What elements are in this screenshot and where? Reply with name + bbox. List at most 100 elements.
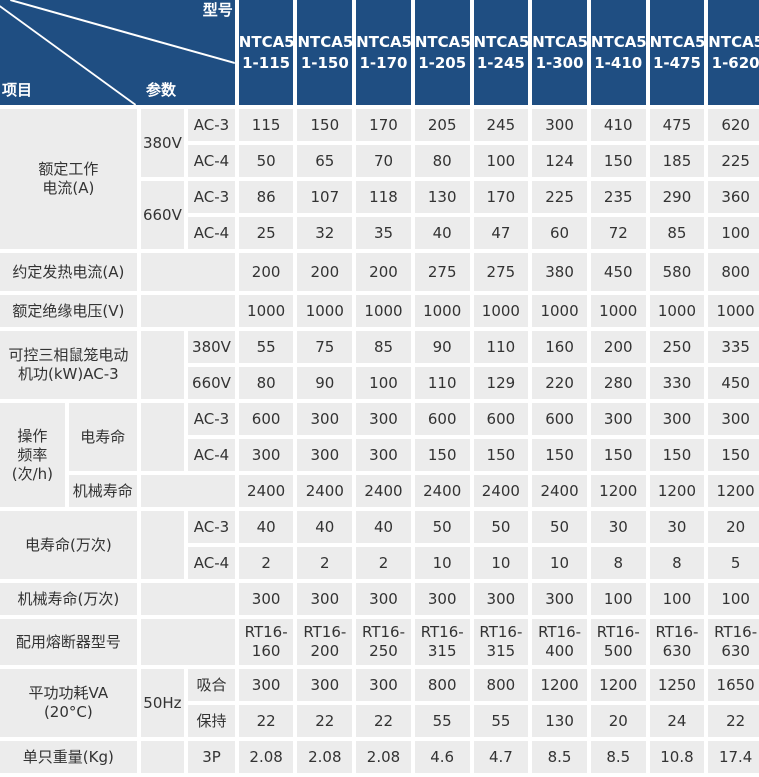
value-cell: 110 — [473, 331, 529, 363]
value-cell: 2.08 — [356, 741, 411, 773]
value-cell: 100 — [649, 583, 705, 615]
empty-cell — [140, 741, 185, 773]
value-cell: 150 — [708, 439, 759, 471]
value-cell: 130 — [414, 181, 470, 213]
value-cell: 300 — [238, 439, 294, 471]
value-cell: 1650 — [708, 669, 759, 701]
value-cell: 150 — [590, 145, 646, 177]
category-label: AC-3 — [188, 109, 235, 141]
empty-cell — [140, 295, 235, 327]
value-cell: 124 — [532, 145, 587, 177]
table-row: 额定工作 电流(A) 380V AC-3 115 150 170 205 245 300 410 4… — [0, 109, 759, 249]
value-cell: 55 — [414, 705, 470, 737]
value-cell: 1000 — [414, 295, 470, 327]
value-cell: 1000 — [473, 295, 529, 327]
empty-cell — [140, 331, 185, 399]
value-cell: 72 — [590, 217, 646, 249]
category-label: AC-3 — [188, 403, 235, 435]
category-label: 吸合 — [188, 669, 235, 701]
value-cell: 150 — [649, 439, 705, 471]
value-cell: 2400 — [473, 475, 529, 507]
table-row: 机械寿命(万次) 300 300 300 300 300 300 100 100 100 — [0, 583, 759, 615]
table-row: 配用熔断器型号 RT16-160 RT16-200 RT16-250 RT16-315 R… — [0, 619, 759, 665]
value-cell: 150 — [532, 439, 587, 471]
value-cell: 300 — [414, 583, 470, 615]
empty-cell — [140, 511, 185, 579]
value-cell: 55 — [238, 331, 294, 363]
table-row: AC-4 2 2 2 10 10 10 8 8 5 — [0, 547, 759, 579]
value-cell: 100 — [708, 217, 759, 249]
diagonal-lines — [0, 0, 235, 105]
value-cell: 300 — [356, 439, 411, 471]
value-cell: 200 — [238, 253, 294, 291]
value-cell: 170 — [356, 109, 411, 141]
value-cell: 220 — [532, 367, 587, 399]
value-cell: 2400 — [532, 475, 587, 507]
category-label: AC-4 — [188, 217, 235, 249]
value-cell: 300 — [238, 669, 294, 701]
category-label: AC-4 — [188, 547, 235, 579]
value-cell: 275 — [473, 253, 529, 291]
value-cell: 10.8 — [649, 741, 705, 773]
value-cell: 20 — [708, 511, 759, 543]
model-column-header: NTCA5 1-170 — [356, 0, 412, 105]
value-cell: 85 — [649, 217, 705, 249]
value-cell: 75 — [297, 331, 353, 363]
value-cell: 800 — [473, 669, 529, 701]
value-cell: 8.5 — [590, 741, 646, 773]
table-row: 可控三相鼠笼电动 机功(kW)AC-3 380V 55 75 85 90 110 160 200… — [0, 331, 759, 399]
value-cell: 90 — [297, 367, 353, 399]
voltage-label: 660V — [188, 367, 235, 399]
value-cell: 450 — [590, 253, 646, 291]
category-label: AC-3 — [188, 511, 235, 543]
value-cell: 10 — [473, 547, 529, 579]
model-header: 型号 — [202, 1, 233, 19]
empty-cell — [140, 583, 235, 615]
value-cell: 245 — [473, 109, 529, 141]
value-cell: 70 — [356, 145, 411, 177]
category-label: 保持 — [188, 705, 235, 737]
value-cell: 150 — [590, 439, 646, 471]
value-cell: 300 — [649, 403, 705, 435]
value-cell: 300 — [356, 669, 411, 701]
value-cell: 22 — [238, 705, 294, 737]
param-header: 参数 — [146, 81, 177, 99]
header-row: 项目 参数 型号 NTCA5 1-115 NTCA5 1-150 NTCA5 1-1… — [0, 0, 759, 105]
value-cell: 300 — [532, 583, 587, 615]
value-cell: 4.7 — [473, 741, 529, 773]
model-column-header: NTCA5 1-245 — [473, 0, 529, 105]
value-cell: 2400 — [414, 475, 470, 507]
table-row: 机械寿命 2400 2400 2400 2400 2400 2400 1200 1200 1200 — [0, 475, 759, 507]
empty-cell — [140, 475, 235, 507]
value-cell: 600 — [473, 403, 529, 435]
value-cell: 600 — [238, 403, 294, 435]
value-cell: 50 — [414, 511, 470, 543]
value-cell: 30 — [649, 511, 705, 543]
value-cell: 275 — [414, 253, 470, 291]
value-cell: 300 — [590, 403, 646, 435]
table-row: 约定发热电流(A) 200 200 200 275 275 380 450 580 800 — [0, 253, 759, 291]
value-cell: 32 — [297, 217, 353, 249]
corner-header: 项目 参数 型号 — [0, 0, 235, 105]
value-cell: 2 — [238, 547, 294, 579]
value-cell: 5 — [708, 547, 759, 579]
value-cell: 2400 — [297, 475, 353, 507]
category-label: AC-4 — [188, 439, 235, 471]
voltage-label: 660V — [140, 181, 185, 249]
table-row: 660V AC-3 86 107 118 130 170 225 235 290 360 — [0, 181, 759, 249]
value-cell: RT16-315 — [473, 619, 529, 665]
value-cell: 25 — [238, 217, 294, 249]
value-cell: 300 — [532, 109, 587, 141]
value-cell: 130 — [532, 705, 587, 737]
table-row: AC-4 50 65 70 80 100 124 150 185 225 — [0, 145, 759, 177]
value-cell: 1200 — [532, 669, 587, 701]
value-cell: 300 — [297, 583, 353, 615]
empty-cell — [140, 403, 185, 471]
value-cell: RT16-400 — [532, 619, 587, 665]
value-cell: 80 — [238, 367, 294, 399]
value-cell: 10 — [414, 547, 470, 579]
value-cell: 50 — [238, 145, 294, 177]
row-label: 可控三相鼠笼电动 机功(kW)AC-3 — [0, 331, 137, 399]
value-cell: 118 — [356, 181, 411, 213]
